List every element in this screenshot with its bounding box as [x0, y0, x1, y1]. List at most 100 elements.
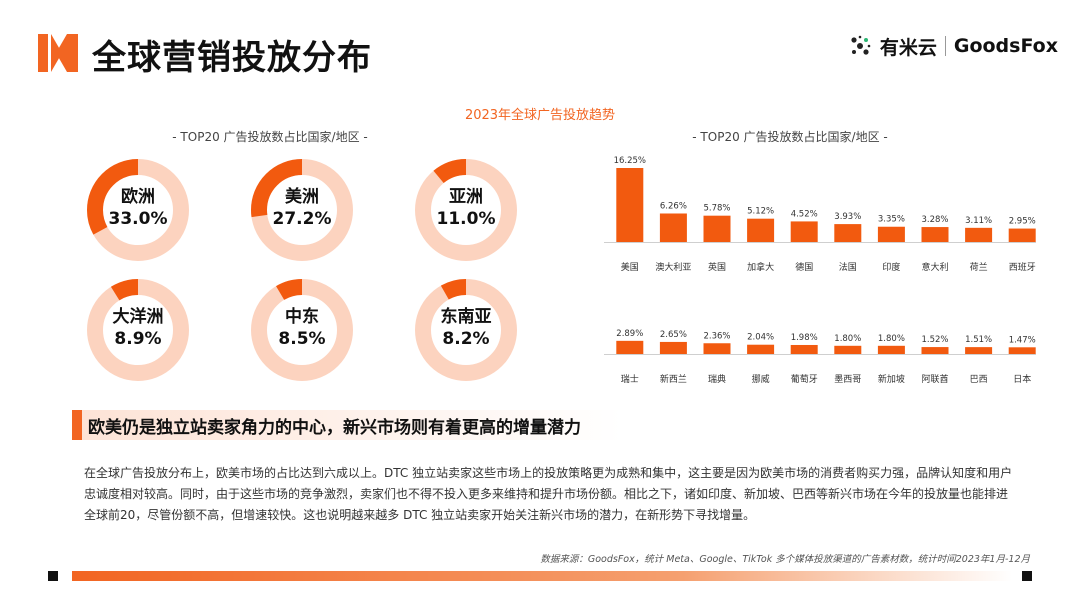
donut-label: 大洋洲 8.9%: [86, 306, 190, 350]
footer-square-left: [48, 571, 58, 581]
region-value: 8.2%: [442, 329, 490, 349]
bar-value-label: 2.36%: [703, 331, 730, 341]
donut-label: 美洲 27.2%: [250, 186, 354, 230]
bar-value-label: 1.52%: [921, 335, 948, 345]
bar-category-label: 墨西哥: [834, 374, 861, 385]
youmi-logo-icon: [851, 35, 871, 55]
bar-category-label: 新西兰: [660, 373, 687, 385]
region-value: 8.5%: [278, 329, 326, 349]
bar-value-label: 1.80%: [878, 334, 905, 344]
region-value: 8.9%: [114, 329, 162, 349]
bar-澳大利亚: [659, 213, 687, 242]
region-value: 33.0%: [108, 209, 168, 229]
bar-category-label: 瑞士: [621, 373, 639, 385]
headline-background: [82, 410, 622, 440]
donut-slice: [87, 279, 189, 381]
bar-日本: [1008, 347, 1036, 354]
bar-value-label: 4.52%: [791, 209, 818, 219]
footer-square-right: [1022, 571, 1032, 581]
donut-3: 亚洲 11.0%: [414, 158, 518, 262]
bar-新加坡: [877, 345, 905, 354]
page-title: 全球营销投放分布: [92, 38, 372, 78]
bar-category-label: 葡萄牙: [791, 373, 818, 385]
bar-value-label: 16.25%: [614, 156, 646, 166]
donut-label: 欧洲 33.0%: [86, 186, 190, 230]
bar-category-label: 瑞典: [708, 373, 726, 385]
bar-category-label: 新加坡: [878, 373, 905, 385]
bar-category-label: 德国: [795, 261, 813, 273]
country-bar-chart: 16.25% 美国 6.26% 澳大利亚 5.78% 英国 5.12% 加拿大 4.52% 德国 3…: [604, 156, 1036, 385]
bar-category-label: 印度: [882, 261, 900, 273]
bar-category-label: 法国: [839, 261, 857, 273]
bar-category-label: 美国: [621, 261, 639, 273]
bar-category-label: 加拿大: [747, 261, 774, 273]
bar-category-label: 挪威: [752, 373, 770, 385]
bar-value-label: 3.35%: [878, 215, 905, 225]
region-name: 大洋洲: [112, 307, 164, 327]
brand-separator: [944, 36, 946, 56]
donut-subtitle: - TOP20 广告投放数占比国家/地区 -: [172, 130, 368, 144]
donut-5: 中东 8.5%: [250, 278, 354, 382]
bar-value-label: 5.12%: [747, 207, 774, 217]
bar-法国: [834, 224, 862, 242]
bar-subtitle: - TOP20 广告投放数占比国家/地区 -: [692, 130, 888, 144]
region-name: 美洲: [285, 187, 319, 207]
bar-巴西: [965, 347, 993, 354]
brand-lockup: 有米云 GoodsFox: [848, 34, 1058, 59]
headline-accent: [72, 410, 82, 440]
data-source-note: 数据来源：GoodsFox，统计 Meta、Google、TikTok 多个媒体…: [540, 554, 1030, 565]
headline: 欧美仍是独立站卖家角力的中心，新兴市场则有着更高的增量潜力: [88, 418, 581, 438]
bar-西班牙: [1008, 228, 1036, 242]
bar-value-label: 2.89%: [616, 329, 643, 339]
donut-slice: [415, 159, 517, 261]
bar-value-label: 1.47%: [1009, 335, 1036, 345]
bar-value-label: 5.78%: [703, 204, 730, 214]
bar-value-label: 3.11%: [965, 216, 992, 226]
region-value: 27.2%: [272, 209, 332, 229]
footer-gradient-line: [72, 571, 1012, 581]
donut-label: 亚洲 11.0%: [414, 186, 518, 230]
region-value: 11.0%: [436, 209, 496, 229]
bar-新西兰: [659, 341, 687, 354]
bar-category-label: 英国: [708, 261, 726, 273]
bar-墨西哥: [834, 345, 862, 354]
body-paragraph: 在全球广告投放分布上，欧美市场的占比达到六成以上。DTC 独立站卖家这些市场上的…: [84, 466, 1013, 522]
bar-category-label: 阿联酋: [921, 373, 948, 385]
donut-slice: [251, 159, 353, 261]
donut-1: 欧洲 33.0%: [86, 158, 190, 262]
bar-荷兰: [965, 227, 993, 242]
bar-德国: [790, 221, 818, 242]
region-name: 东南亚: [440, 307, 492, 327]
bar-category-label: 巴西: [970, 374, 988, 385]
bar-value-label: 6.26%: [660, 201, 687, 211]
donut-slice: [87, 159, 189, 261]
bar-value-label: 3.93%: [834, 212, 861, 222]
bar-美国: [616, 168, 644, 242]
donut-label: 东南亚 8.2%: [414, 306, 518, 350]
bar-value-label: 1.80%: [834, 334, 861, 344]
donut-label: 中东 8.5%: [250, 306, 354, 350]
bar-category-label: 西班牙: [1009, 261, 1036, 273]
bar-value-label: 1.98%: [791, 333, 818, 343]
bar-瑞典: [703, 343, 731, 354]
bar-阿联酋: [921, 347, 949, 354]
region-name: 亚洲: [449, 187, 483, 207]
bar-category-label: 澳大利亚: [655, 261, 691, 273]
bar-英国: [703, 215, 731, 242]
bar-value-label: 2.65%: [660, 330, 687, 340]
donut-2: 美洲 27.2%: [250, 158, 354, 262]
brand-en: GoodsFox: [953, 35, 1058, 57]
donut-6: 东南亚 8.2%: [414, 278, 518, 382]
bar-瑞士: [616, 340, 644, 354]
bar-加拿大: [747, 218, 775, 242]
region-name: 欧洲: [121, 187, 155, 207]
bar-葡萄牙: [790, 344, 818, 354]
bar-挪威: [747, 344, 775, 354]
bar-value-label: 2.95%: [1009, 217, 1036, 227]
donut-4: 大洋洲 8.9%: [86, 278, 190, 382]
chart-title: 2023年全球广告投放趋势: [464, 108, 616, 123]
bar-value-label: 2.04%: [747, 333, 774, 343]
brand-logo-icon: [38, 34, 78, 72]
bar-印度: [877, 226, 905, 242]
brand-cn: 有米云: [879, 36, 937, 59]
